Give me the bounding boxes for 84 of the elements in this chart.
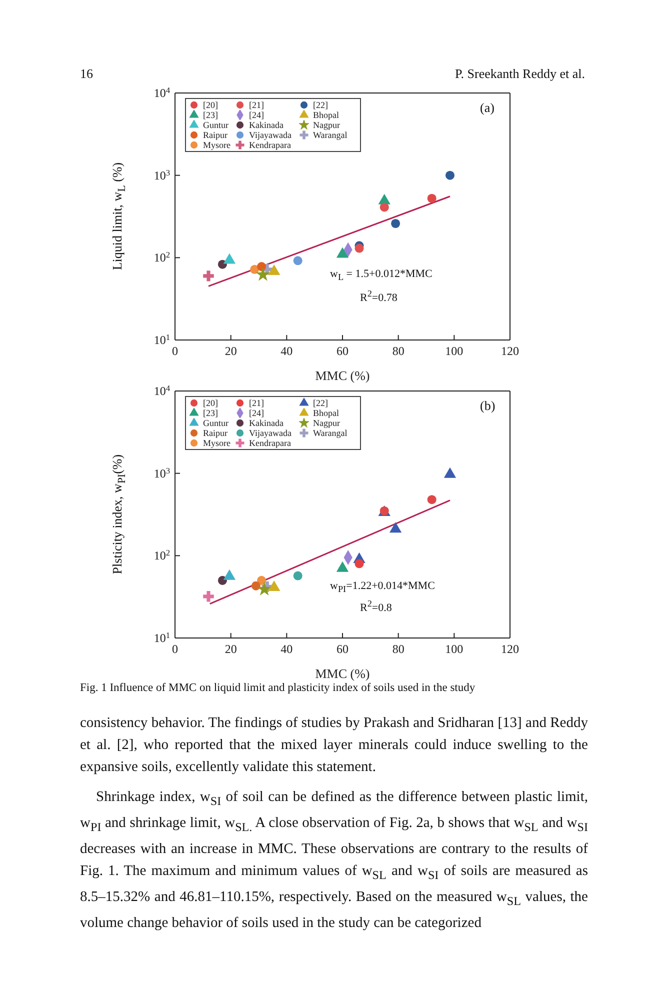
legend-label: [24] [249,110,264,120]
point [336,561,349,572]
legend-label: Kakinada [249,120,284,130]
text: consistency behavior. The findings of studies by Prakash and Sridharan [13] and Reddy et al. [2], who reported that the mixed layer minerals could induce swelling to the expansive soils, excellently validate this statement. [80,715,588,775]
x-tick-label: 20 [224,344,237,358]
annotation: w$_{L}$ = 1.5+0.012*MMC [330,268,432,282]
legend-label: [20] [203,100,218,110]
x-tick-label: 100 [445,344,464,358]
legend-label: [23] [203,408,218,418]
point [293,256,302,266]
y-tick-label: 10$^{2}$ [154,250,170,265]
x-tick-label: 20 [224,642,237,656]
y-tick-label: 10$^{2}$ [154,548,170,563]
point [380,202,389,212]
legend-label: [23] [203,110,218,120]
legend-label: Vijayawada [249,130,292,140]
point [427,194,436,203]
point [251,581,260,590]
x-tick-label: 0 [172,642,178,656]
legend-label: Mysore [203,438,230,448]
x-tick-label: 60 [336,344,348,358]
point [257,576,266,585]
point [203,591,214,602]
legend-label: Bhopal [313,110,339,120]
point [223,569,236,580]
point [256,267,270,281]
legend-label: [22] [313,398,328,408]
x-tick-label: 80 [392,642,404,656]
legend-label: [24] [249,408,264,418]
x-tick-label: 80 [392,344,404,358]
point [203,270,214,282]
legend-label: Vijayawada [249,428,292,438]
point [389,522,402,533]
point [354,559,364,568]
caption: Fig. 1 Influence of MMC on liquid limit and plasticity index of soils used in the study [80,682,476,694]
legend-label: Mysore [203,140,230,150]
x-tick-label: 40 [280,642,293,656]
point [391,218,400,228]
point [257,582,272,596]
x-tick-label: 60 [336,642,348,656]
legend-label: Kendrapara [249,140,291,150]
y-tick-label: 10$^{3}$ [154,168,170,182]
y-tick-label: 10$^{1}$ [154,630,170,645]
x-tick-label: 100 [445,642,464,656]
x-tick-label: 40 [280,344,293,358]
x-axis-title: MMC (%) [315,666,370,681]
y-tick-label: 10$^{1}$ [154,332,170,347]
annotation: R$^{2}$=0.78 [360,288,398,304]
legend-label: [22] [313,100,328,110]
legend-label: Bhopal [313,408,339,418]
legend-label: Warangal [313,130,348,140]
x-tick-label: 120 [501,344,519,358]
annotation: (a) [480,100,494,115]
legend-label: Warangal [313,428,348,438]
legend-label: Guntur [203,120,228,130]
point [445,170,454,180]
legend-label: Kakinada [249,418,284,428]
legend-label: Nagpur [313,120,340,130]
point [293,571,302,580]
y-tick-label: 10$^{4}$ [154,86,171,100]
legend-label: Raipur [203,428,228,438]
point [354,244,364,253]
legend-label: [21] [249,100,264,110]
x-axis-title: MMC (%) [315,368,370,383]
annotation: R$^{2}$=0.8 [360,598,392,614]
y-tick-label: 10$^{4}$ [154,384,171,398]
legend-label: Kendrapara [249,438,291,448]
legend-label: Raipur [203,130,228,140]
point [250,264,260,274]
y-tick-label: 10$^{3}$ [154,466,170,480]
legend-label: Guntur [203,418,228,428]
legend-label: [20] [203,398,218,408]
text: Shrinkage index, w$_{SI}$ of soil can be defined as the difference between plastic limit, w$_{PI}$ and shrinkage limit, w$_{SL.}$ A close observation of Fig. 2a, b shows that w$_{SL}$ and w$_{SI}$ decreases with an increase in MMC. These observations are contrary to the results of Fig. 1. The maximum and minimum values of w$_{SL}$ and w$_{SI}$ of soils are measured as 8.5–15.32% and 46.81–110.15%, respectively. Based on the measured w$_{SL}$ values, the volume change behavior of soils used in the study can be categorized [80,789,588,931]
x-tick-label: 120 [501,642,519,656]
legend-label: [21] [249,398,264,408]
point [444,467,456,478]
legend-label: Nagpur [313,418,340,428]
point [268,580,280,592]
point [257,262,266,272]
x-tick-label: 0 [172,344,178,358]
text: 16 [80,66,93,81]
text: P. Sreekanth Reddy et al. [455,66,585,81]
annotation: w$_{PI}$=1.22+0.014*MMC [330,580,435,594]
annotation: (b) [480,398,496,413]
